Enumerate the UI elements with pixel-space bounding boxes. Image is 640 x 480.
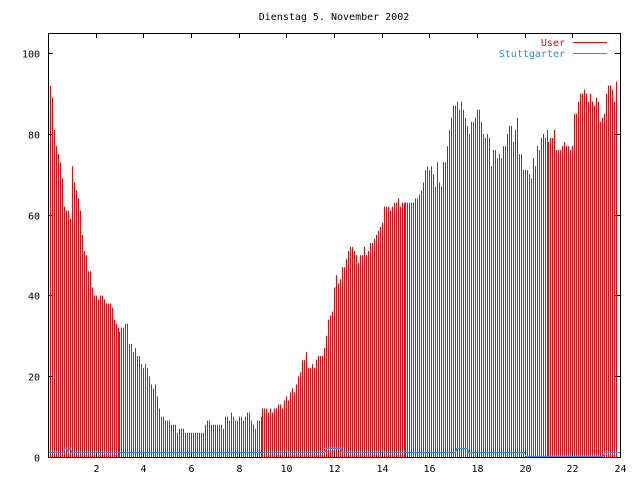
legend-label-stuttgarter: Stuttgarter [499, 49, 565, 60]
y-tick-label: 20 [28, 373, 40, 384]
x-tick-label: 2 [93, 464, 99, 475]
legend: User Stuttgarter [499, 38, 607, 60]
x-tick-label: 12 [328, 464, 340, 475]
x-tick-label: 18 [471, 464, 483, 475]
legend-label-user: User [541, 38, 565, 49]
x-tick-label: 6 [188, 464, 194, 475]
x-tick-label: 14 [376, 464, 388, 475]
x-tick-label: 22 [566, 464, 578, 475]
y-tick-label: 40 [28, 292, 40, 303]
x-tick-label: 16 [423, 464, 435, 475]
y-tick-label: 100 [22, 50, 40, 61]
x-tick-label: 8 [236, 464, 242, 475]
y-tick-label: 0 [34, 454, 40, 465]
y-tick-label: 60 [28, 212, 40, 223]
x-tick-label: 24 [614, 464, 626, 475]
x-tick-label: 4 [140, 464, 146, 475]
y-tick-label: 80 [28, 131, 40, 142]
x-tick-label: 20 [519, 464, 531, 475]
user-bars [48, 81, 617, 457]
x-tick-label: 10 [280, 464, 292, 475]
plot-border [48, 33, 621, 458]
chart-title: Dienstag 5. November 2002 [259, 12, 410, 23]
stuttgarter-line [48, 448, 620, 457]
